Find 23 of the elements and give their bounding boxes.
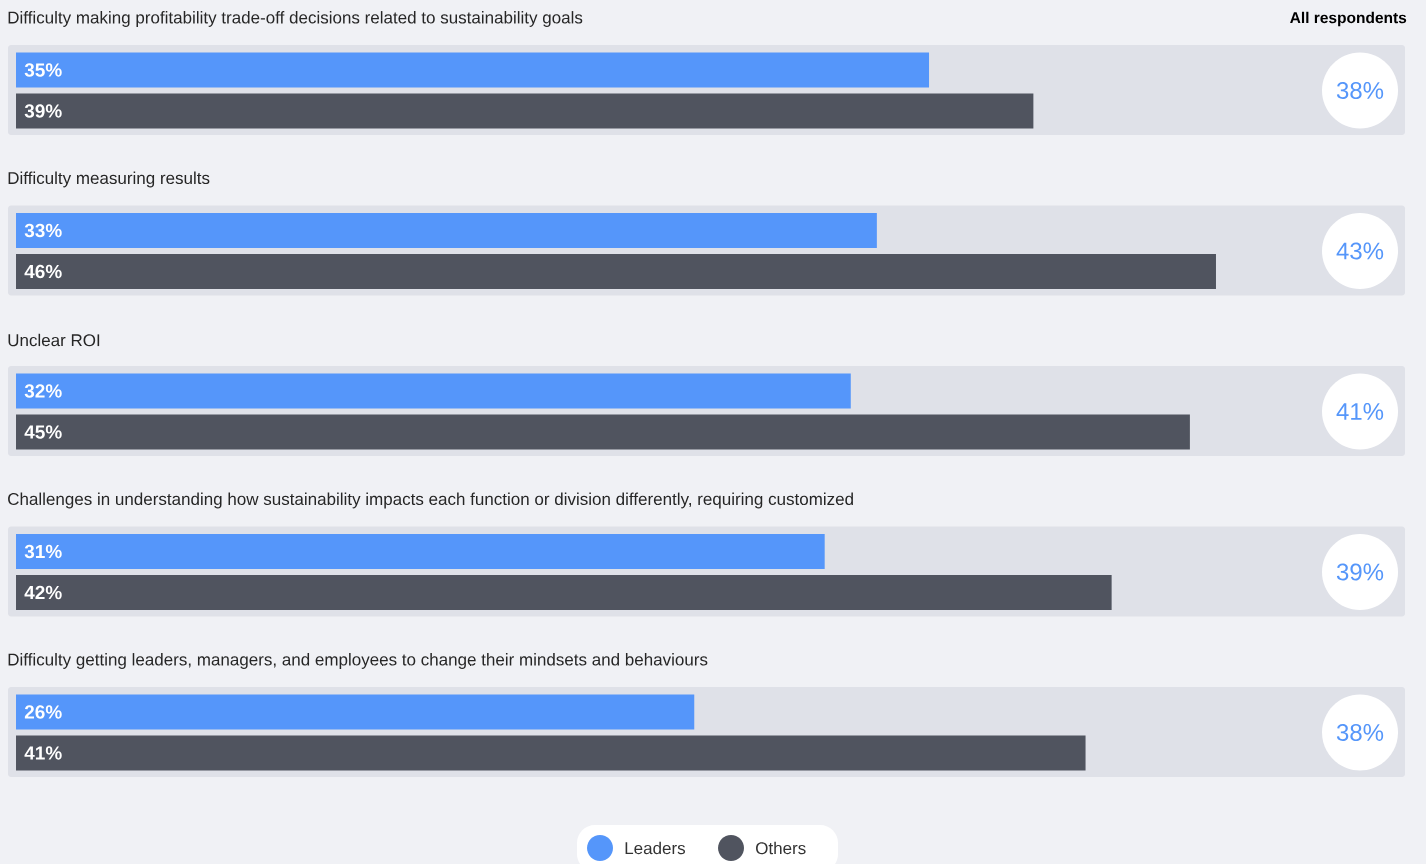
text: 38% [1336,724,1384,741]
text: 39% [1336,563,1384,581]
data-label: 32% [24,384,62,398]
data-label: 31% [24,544,62,559]
data-label: 33% [24,223,62,238]
data-label: 39% [24,104,62,118]
legend-label: Leaders [625,841,686,855]
text: 41% [1336,403,1384,420]
y-tick-label: Difficulty getting leaders, managers, and employees to change their mindsets and behaviours [8,653,708,669]
data-label: 41% [24,746,62,760]
y-tick-label: Difficulty making profitability trade-off decisions related to sustainability goals [8,11,583,27]
text: All respondents [1290,11,1407,27]
legend-label: Others [756,841,806,855]
data-label: 26% [24,705,62,719]
data-label: 42% [24,585,62,600]
text: 38% [1336,82,1384,99]
y-tick-label: Unclear ROI [8,333,100,347]
y-tick-label: Challenges in understanding how sustainability impacts each function or division differently, requiring customized [8,492,853,509]
data-label: 35% [24,63,62,77]
y-tick-label: Difficulty measuring results [8,171,210,188]
data-label: 45% [24,425,62,439]
text: 43% [1336,242,1384,260]
data-label: 46% [24,264,62,279]
